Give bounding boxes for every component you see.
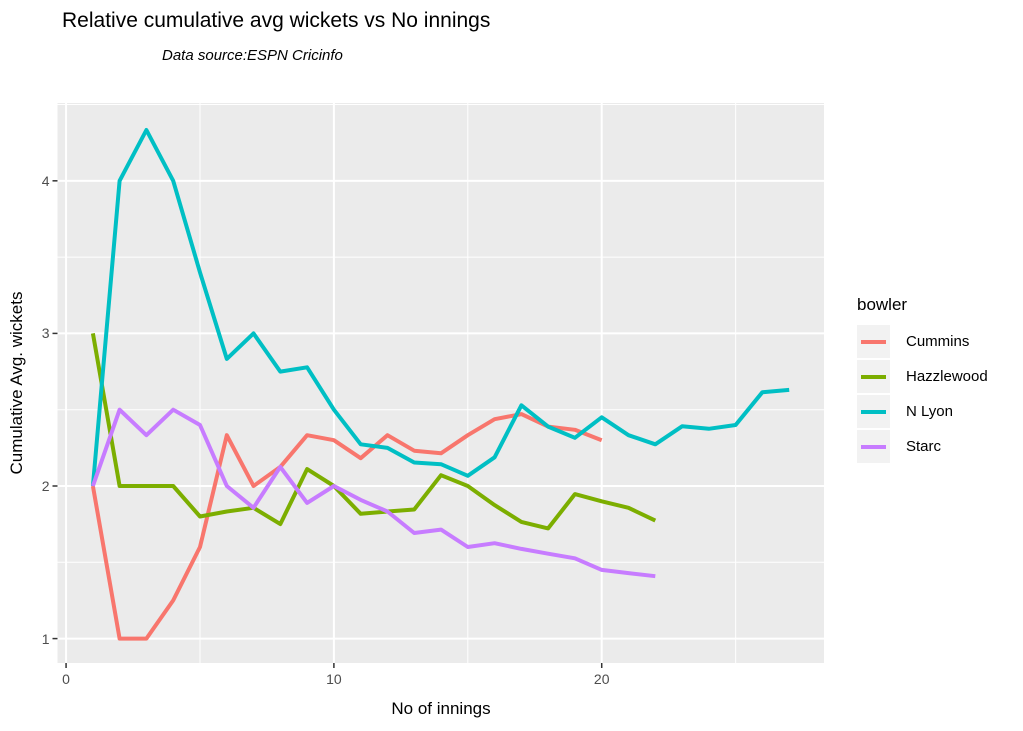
- hazzlewood-line-swatch: [861, 374, 886, 379]
- series-line-hazzlewood: [90, 333, 657, 531]
- y-axis-title: Cumulative Avg. wickets: [7, 291, 26, 475]
- x-tick-label: 0: [62, 671, 70, 687]
- n-lyon-line-swatch: [861, 409, 886, 414]
- x-tick-label: 20: [593, 671, 610, 687]
- legend-key-box: [857, 430, 890, 463]
- panel-background: [57, 103, 824, 663]
- series-line-n-lyon: [90, 128, 790, 487]
- cummins-line-swatch: [861, 339, 886, 344]
- legend-key-box: [857, 360, 890, 393]
- legend-item-hazzlewood: Hazzlewood: [857, 360, 988, 393]
- legend: bowler Cummins Hazzlewood N Lyon Starc: [857, 295, 988, 465]
- y-tick-label: 3: [41, 325, 50, 342]
- legend-item-n-lyon: N Lyon: [857, 395, 988, 428]
- series-line-starc: [91, 407, 656, 579]
- chart-title: Relative cumulative avg wickets vs No in…: [62, 9, 491, 32]
- legend-label: Cummins: [906, 333, 970, 350]
- y-tick-label: 1: [41, 630, 50, 647]
- legend-title: bowler: [857, 295, 908, 314]
- legend-label: Hazzlewood: [906, 368, 988, 385]
- chart-subtitle: Data source:ESPN Cricinfo: [162, 47, 343, 64]
- y-tick-label: 2: [41, 477, 50, 494]
- legend-label: Starc: [906, 438, 942, 455]
- legend-label: N Lyon: [906, 403, 953, 420]
- x-axis-title: No of innings: [391, 699, 491, 718]
- y-tick-label: 4: [41, 172, 50, 189]
- legend-key-box: [857, 325, 890, 358]
- starc-line-swatch: [861, 444, 886, 449]
- legend-item-starc: Starc: [857, 430, 988, 463]
- legend-key-box: [857, 395, 890, 428]
- x-tick-label: 10: [326, 671, 342, 687]
- legend-item-cummins: Cummins: [857, 325, 988, 358]
